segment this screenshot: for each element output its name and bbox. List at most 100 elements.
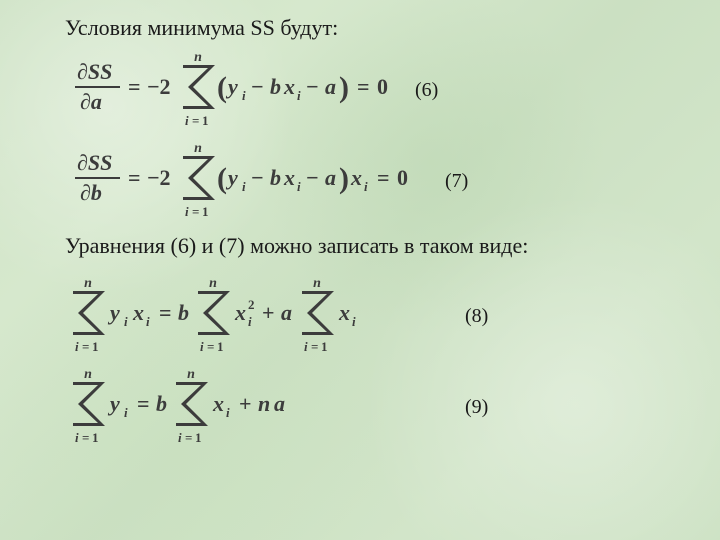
equation-7: ∂SS ∂b = −2 n i = 1 ( y i − b x i — [65, 138, 435, 225]
eq9-s2-bi: i — [178, 430, 182, 445]
eq9-s1-bi: i — [75, 430, 79, 445]
eq8-x3i: i — [352, 314, 356, 329]
eq8-a: a — [281, 300, 292, 325]
eq9-s2-b1: 1 — [195, 430, 202, 445]
eq7-db: ∂b — [80, 180, 102, 205]
eq7-yi: i — [242, 179, 246, 194]
eq7-minus2: −2 — [147, 165, 171, 190]
eq7-b: b — [270, 165, 281, 190]
mid-text: Уравнения (6) и (7) можно записать в так… — [65, 233, 665, 259]
eq6-rpar: ) — [339, 71, 349, 104]
eq9-s1-top: n — [84, 367, 92, 382]
equation-8-number: (8) — [465, 305, 488, 328]
eq9-y: y — [107, 391, 120, 416]
eq9-eq: = — [137, 391, 150, 416]
eq7-m2: − — [306, 165, 319, 190]
eq7-sigma-top: n — [194, 141, 202, 156]
eq6-minus2: −2 — [147, 74, 171, 99]
eq7-sb-1: 1 — [202, 204, 209, 219]
eq7-eq2: = — [377, 165, 390, 190]
eq6-xi: i — [297, 88, 301, 103]
eq9-n: n — [258, 391, 270, 416]
sigma-icon — [183, 156, 215, 200]
eq8-s1-b1: 1 — [92, 339, 99, 354]
eq6-da: ∂a — [80, 89, 102, 114]
eq7-xi: i — [297, 179, 301, 194]
equation-6-number: (6) — [415, 79, 438, 102]
eq6-zero: 0 — [377, 74, 388, 99]
eq9-s1-be: = — [82, 430, 89, 445]
eq6-eq2: = — [357, 74, 370, 99]
sigma-icon — [176, 382, 208, 426]
sigma-icon — [73, 291, 105, 335]
eq8-s3-bi: i — [304, 339, 308, 354]
eq9-s2-top: n — [187, 367, 195, 382]
eq8-s1-bi: i — [75, 339, 79, 354]
eq8-s3-b1: 1 — [321, 339, 328, 354]
equation-8-row: n i = 1 y i x i = b n i = 1 — [65, 273, 665, 360]
eq7-dSS: ∂SS — [77, 150, 112, 175]
eq7-a: a — [325, 165, 336, 190]
eq9-plus: + — [239, 391, 252, 416]
eq8-xi: i — [146, 314, 150, 329]
eq6-eqsign: = — [128, 74, 141, 99]
equation-9-number: (9) — [465, 396, 488, 419]
slide-content: Условия минимума SS будут: ∂SS ∂a = −2 n… — [65, 15, 665, 455]
eq6-sb-eq: = — [192, 113, 199, 128]
eq9-b: b — [156, 391, 167, 416]
eq9-a: a — [274, 391, 285, 416]
equation-8: n i = 1 y i x i = b n i = 1 — [65, 273, 405, 360]
eq8-s2-top: n — [209, 276, 217, 291]
eq7-sb-i: i — [185, 204, 189, 219]
eq8-b: b — [178, 300, 189, 325]
eq8-x: x — [132, 300, 144, 325]
eq6-m2: − — [306, 74, 319, 99]
eq7-sb-eq: = — [192, 204, 199, 219]
equation-9-row: n i = 1 y i = b n i = 1 x i + — [65, 364, 665, 451]
eq6-x: x — [283, 74, 295, 99]
eq7-x2i: i — [364, 179, 368, 194]
eq6-b: b — [270, 74, 281, 99]
equation-6-row: ∂SS ∂a = −2 n i = 1 ( y i − b — [65, 47, 665, 134]
intro-text: Условия минимума SS будут: — [65, 15, 665, 41]
eq8-y: y — [107, 300, 120, 325]
equation-7-number: (7) — [445, 170, 468, 193]
eq6-dSS: ∂SS — [77, 59, 112, 84]
eq8-yi: i — [124, 314, 128, 329]
eq8-plus: + — [262, 300, 275, 325]
eq9-s2-be: = — [185, 430, 192, 445]
eq7-x2: x — [350, 165, 362, 190]
eq9-xi: i — [226, 405, 230, 420]
eq8-sq: 2 — [248, 297, 255, 312]
eq7-x: x — [283, 165, 295, 190]
eq9-x: x — [212, 391, 224, 416]
equation-6: ∂SS ∂a = −2 n i = 1 ( y i − b — [65, 47, 405, 134]
eq8-s3-top: n — [313, 276, 321, 291]
eq8-s1-be: = — [82, 339, 89, 354]
eq6-sb-1: 1 — [202, 113, 209, 128]
eq8-x3: x — [338, 300, 350, 325]
sigma-icon — [302, 291, 334, 335]
eq7-zero: 0 — [397, 165, 408, 190]
eq8-s2-bi: i — [200, 339, 204, 354]
eq7-eqsign: = — [128, 165, 141, 190]
eq8-x2: x — [234, 300, 246, 325]
sigma-icon — [73, 382, 105, 426]
eq8-s3-be: = — [311, 339, 318, 354]
eq6-lpar: ( — [217, 71, 227, 104]
eq6-sb-i: i — [185, 113, 189, 128]
equation-7-row: ∂SS ∂b = −2 n i = 1 ( y i − b x i — [65, 138, 665, 225]
eq7-lpar: ( — [217, 162, 227, 195]
eq9-yi: i — [124, 405, 128, 420]
eq8-s1-top: n — [84, 276, 92, 291]
eq6-sigma-top: n — [194, 50, 202, 65]
sigma-icon — [183, 65, 215, 109]
sigma-icon — [198, 291, 230, 335]
eq6-yi: i — [242, 88, 246, 103]
eq7-rpar: ) — [339, 162, 349, 195]
equation-9: n i = 1 y i = b n i = 1 x i + — [65, 364, 325, 451]
eq8-s2-be: = — [207, 339, 214, 354]
eq8-x2i: i — [248, 314, 252, 329]
eq6-a: a — [325, 74, 336, 99]
eq7-m1: − — [251, 165, 264, 190]
